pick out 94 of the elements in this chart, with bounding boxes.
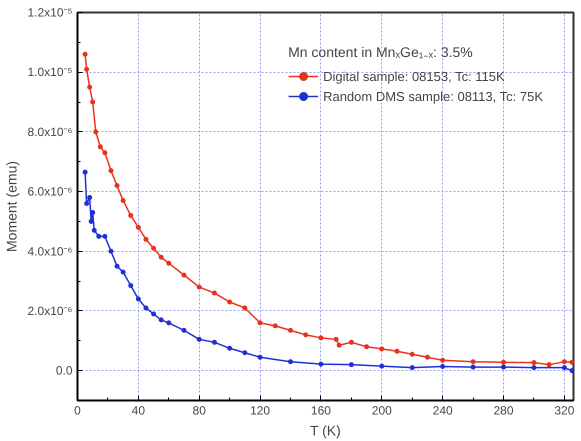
x-tick-label: 80 xyxy=(192,404,206,418)
point xyxy=(562,359,567,364)
point xyxy=(379,364,384,369)
point xyxy=(410,365,415,370)
point xyxy=(158,254,164,260)
point xyxy=(288,359,294,364)
point xyxy=(90,100,96,105)
point xyxy=(84,201,90,206)
point xyxy=(92,228,97,233)
point xyxy=(440,364,446,369)
point xyxy=(242,305,248,310)
x-tick-label: 320 xyxy=(554,404,575,418)
point xyxy=(120,198,126,204)
point xyxy=(303,332,308,338)
point xyxy=(470,359,476,364)
point xyxy=(227,300,232,305)
point xyxy=(136,224,141,230)
x-tick-label: 280 xyxy=(494,404,514,418)
point xyxy=(114,264,120,269)
point xyxy=(87,195,92,200)
point xyxy=(87,84,92,90)
point xyxy=(258,320,263,326)
y-tick-label: 4.0x10⁻⁶ xyxy=(28,244,73,258)
point xyxy=(242,350,248,356)
point xyxy=(227,346,232,351)
point xyxy=(151,246,156,251)
point xyxy=(348,340,354,345)
point xyxy=(182,272,187,278)
point xyxy=(120,270,126,275)
point xyxy=(84,66,90,72)
point xyxy=(394,348,400,354)
point xyxy=(158,317,164,322)
point xyxy=(212,290,217,296)
legend-label: Digital sample: 08153, Tc: 115K xyxy=(323,68,505,84)
point xyxy=(102,150,108,156)
point xyxy=(143,236,148,242)
x-tick-label: 200 xyxy=(372,404,392,418)
point xyxy=(136,296,141,302)
point xyxy=(182,328,187,333)
point xyxy=(98,144,103,150)
point xyxy=(166,260,172,266)
y-tick-label: 0.0 xyxy=(56,364,73,378)
point xyxy=(440,358,446,363)
y-tick-label: 1.0x10⁻⁵ xyxy=(27,65,73,80)
x-tick-label: 240 xyxy=(432,404,453,418)
point xyxy=(151,311,156,316)
point xyxy=(143,305,148,310)
point xyxy=(82,170,88,175)
point xyxy=(108,248,114,254)
point xyxy=(410,352,415,357)
point xyxy=(212,340,217,345)
point xyxy=(272,323,278,328)
point xyxy=(128,212,134,218)
point xyxy=(569,360,574,365)
point xyxy=(108,168,114,174)
x-tick-label: 40 xyxy=(132,404,146,418)
x-tick-label: 160 xyxy=(310,404,332,418)
point xyxy=(288,328,294,333)
point xyxy=(348,362,354,368)
x-tick-label: 120 xyxy=(250,404,270,418)
point xyxy=(166,320,172,326)
point xyxy=(196,336,202,342)
point xyxy=(470,364,476,370)
point xyxy=(501,364,506,370)
point xyxy=(102,234,108,239)
x-tick-label: 0 xyxy=(74,404,82,418)
legend-title: Mn content in MnₓGe₁₋ₓ: 3.5% xyxy=(288,43,474,61)
point xyxy=(531,360,536,366)
point xyxy=(114,183,120,188)
point xyxy=(96,234,102,239)
point xyxy=(424,354,430,360)
y-tick-label: 6.0x10⁻⁶ xyxy=(28,184,73,199)
point xyxy=(318,335,324,340)
point xyxy=(501,360,506,365)
point xyxy=(569,368,574,374)
point xyxy=(93,129,98,134)
y-tick-label: 2.0x10⁻⁶ xyxy=(28,304,73,318)
point xyxy=(334,336,339,342)
point xyxy=(128,283,134,288)
point xyxy=(196,284,202,290)
point xyxy=(364,344,370,350)
point xyxy=(82,52,88,57)
x-axis-title: T (K) xyxy=(310,422,341,438)
y-tick-label: 1.2x10⁻⁵ xyxy=(27,6,73,20)
point xyxy=(562,365,567,370)
point xyxy=(379,346,384,352)
y-tick-label: 8.0x10⁻⁶ xyxy=(28,124,73,139)
point xyxy=(336,342,342,348)
point xyxy=(258,354,263,360)
legend-label: Random DMS sample: 08113, Tc: 75K xyxy=(323,88,543,104)
point xyxy=(546,362,552,368)
point xyxy=(531,365,536,370)
point xyxy=(318,362,324,367)
y-axis-title: Moment (emu) xyxy=(3,160,20,252)
